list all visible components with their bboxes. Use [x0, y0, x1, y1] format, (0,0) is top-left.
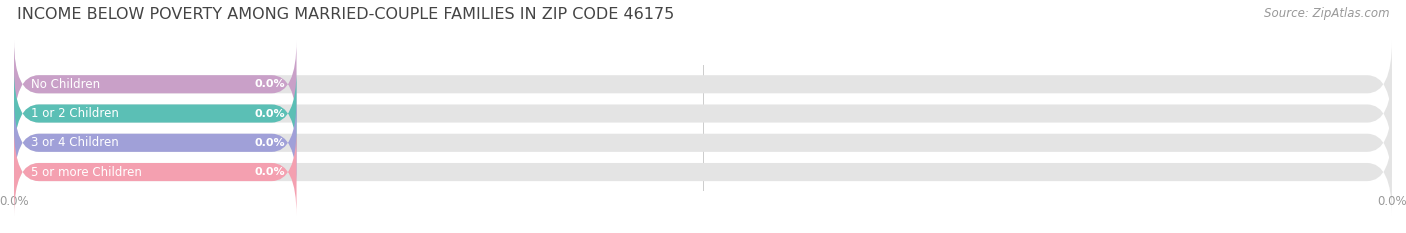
Text: INCOME BELOW POVERTY AMONG MARRIED-COUPLE FAMILIES IN ZIP CODE 46175: INCOME BELOW POVERTY AMONG MARRIED-COUPL… — [17, 7, 673, 22]
Text: 1 or 2 Children: 1 or 2 Children — [31, 107, 118, 120]
Text: 0.0%: 0.0% — [254, 167, 285, 177]
FancyBboxPatch shape — [14, 128, 297, 216]
FancyBboxPatch shape — [14, 41, 1392, 128]
FancyBboxPatch shape — [14, 41, 297, 128]
FancyBboxPatch shape — [14, 70, 1392, 157]
Text: 5 or more Children: 5 or more Children — [31, 165, 142, 178]
Text: 0.0%: 0.0% — [254, 138, 285, 148]
FancyBboxPatch shape — [14, 99, 1392, 186]
Text: 0.0%: 0.0% — [254, 109, 285, 119]
FancyBboxPatch shape — [14, 70, 297, 157]
Text: 0.0%: 0.0% — [254, 79, 285, 89]
FancyBboxPatch shape — [14, 99, 297, 186]
Text: Source: ZipAtlas.com: Source: ZipAtlas.com — [1264, 7, 1389, 20]
FancyBboxPatch shape — [14, 128, 1392, 216]
Text: 3 or 4 Children: 3 or 4 Children — [31, 136, 118, 149]
Text: No Children: No Children — [31, 78, 100, 91]
